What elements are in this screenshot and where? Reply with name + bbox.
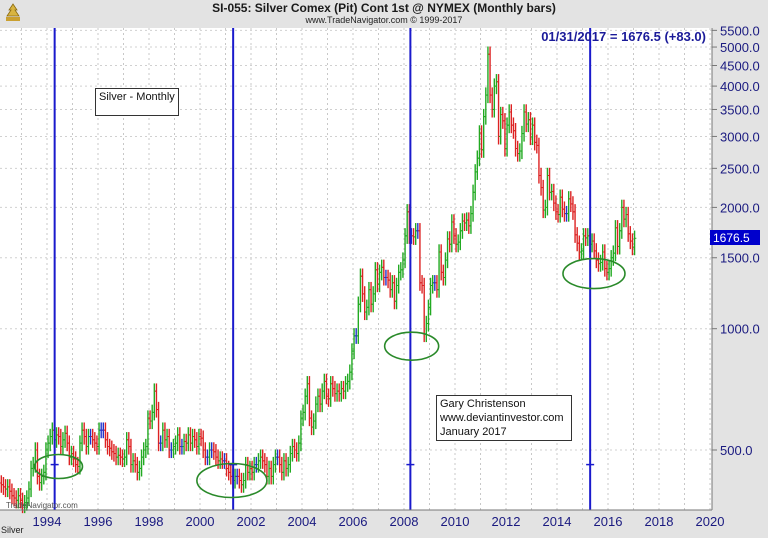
x-tick-label: 2002 <box>237 514 266 529</box>
low-circle <box>383 331 440 361</box>
price-bars <box>0 46 637 514</box>
x-tick-label: 2020 <box>696 514 725 529</box>
author-date: January 2017 <box>440 426 507 438</box>
y-tick-label: 1500.0 <box>720 251 760 266</box>
low-circle <box>196 462 268 499</box>
x-axis: 1994 1996 1998 2000 2002 2004 2006 2008 2010 2012… <box>33 514 725 529</box>
author-website: www.deviantinvestor.com <box>440 412 564 424</box>
x-tick-label: 2014 <box>543 514 572 529</box>
y-tick-label: 4000.0 <box>720 79 760 94</box>
price-readout: 01/31/2017 = 1676.5 (+83.0) <box>541 29 706 44</box>
symbol-label: Silver <box>1 525 24 535</box>
y-tick-label: 5000.0 <box>720 40 760 55</box>
x-tick-label: 2000 <box>186 514 215 529</box>
x-tick-label: 1998 <box>135 514 164 529</box>
x-tick-label: 2006 <box>339 514 368 529</box>
watermark: TradeNavigator.com <box>6 501 78 510</box>
series-label: Silver - Monthly <box>99 91 175 103</box>
last-price-box <box>710 230 760 245</box>
chart-title: SI-055: Silver Comex (Pit) Cont 1st @ NY… <box>212 1 556 15</box>
author-box: Gary Christenson www.deviantinvestor.com… <box>436 395 572 441</box>
x-tick-label: 2016 <box>594 514 623 529</box>
y-tick-label: 3000.0 <box>720 129 760 144</box>
low-circle <box>33 453 84 480</box>
y-tick-label: 500.0 <box>720 443 753 458</box>
y-axis: 500.0 1000.0 1500.0 2000.0 2500.0 3000.0 3500.… <box>712 23 760 458</box>
cycle-lines <box>50 28 595 510</box>
y-tick-label: 1000.0 <box>720 322 760 337</box>
chart-subtitle: www.TradeNavigator.com © 1999-2017 <box>305 15 463 25</box>
x-tick-label: 1996 <box>84 514 113 529</box>
y-tick-label: 5500.0 <box>720 23 760 38</box>
x-tick-label: 2012 <box>492 514 521 529</box>
trade-navigator-logo-icon <box>6 3 20 21</box>
author-name: Gary Christenson <box>440 398 526 410</box>
x-tick-label: 2008 <box>390 514 419 529</box>
x-tick-label: 2018 <box>645 514 674 529</box>
y-tick-label: 2500.0 <box>720 161 760 176</box>
x-tick-label: 1994 <box>33 514 62 529</box>
low-circle <box>562 257 626 290</box>
y-tick-label: 4500.0 <box>720 58 760 73</box>
low-circles <box>33 257 626 499</box>
x-tick-label: 2004 <box>288 514 317 529</box>
x-tick-label: 2010 <box>441 514 470 529</box>
last-price-label: 1676.5 <box>713 231 750 245</box>
series-label-box: Silver - Monthly <box>95 88 179 116</box>
y-tick-label: 2000.0 <box>720 200 760 215</box>
y-tick-label: 3500.0 <box>720 102 760 117</box>
